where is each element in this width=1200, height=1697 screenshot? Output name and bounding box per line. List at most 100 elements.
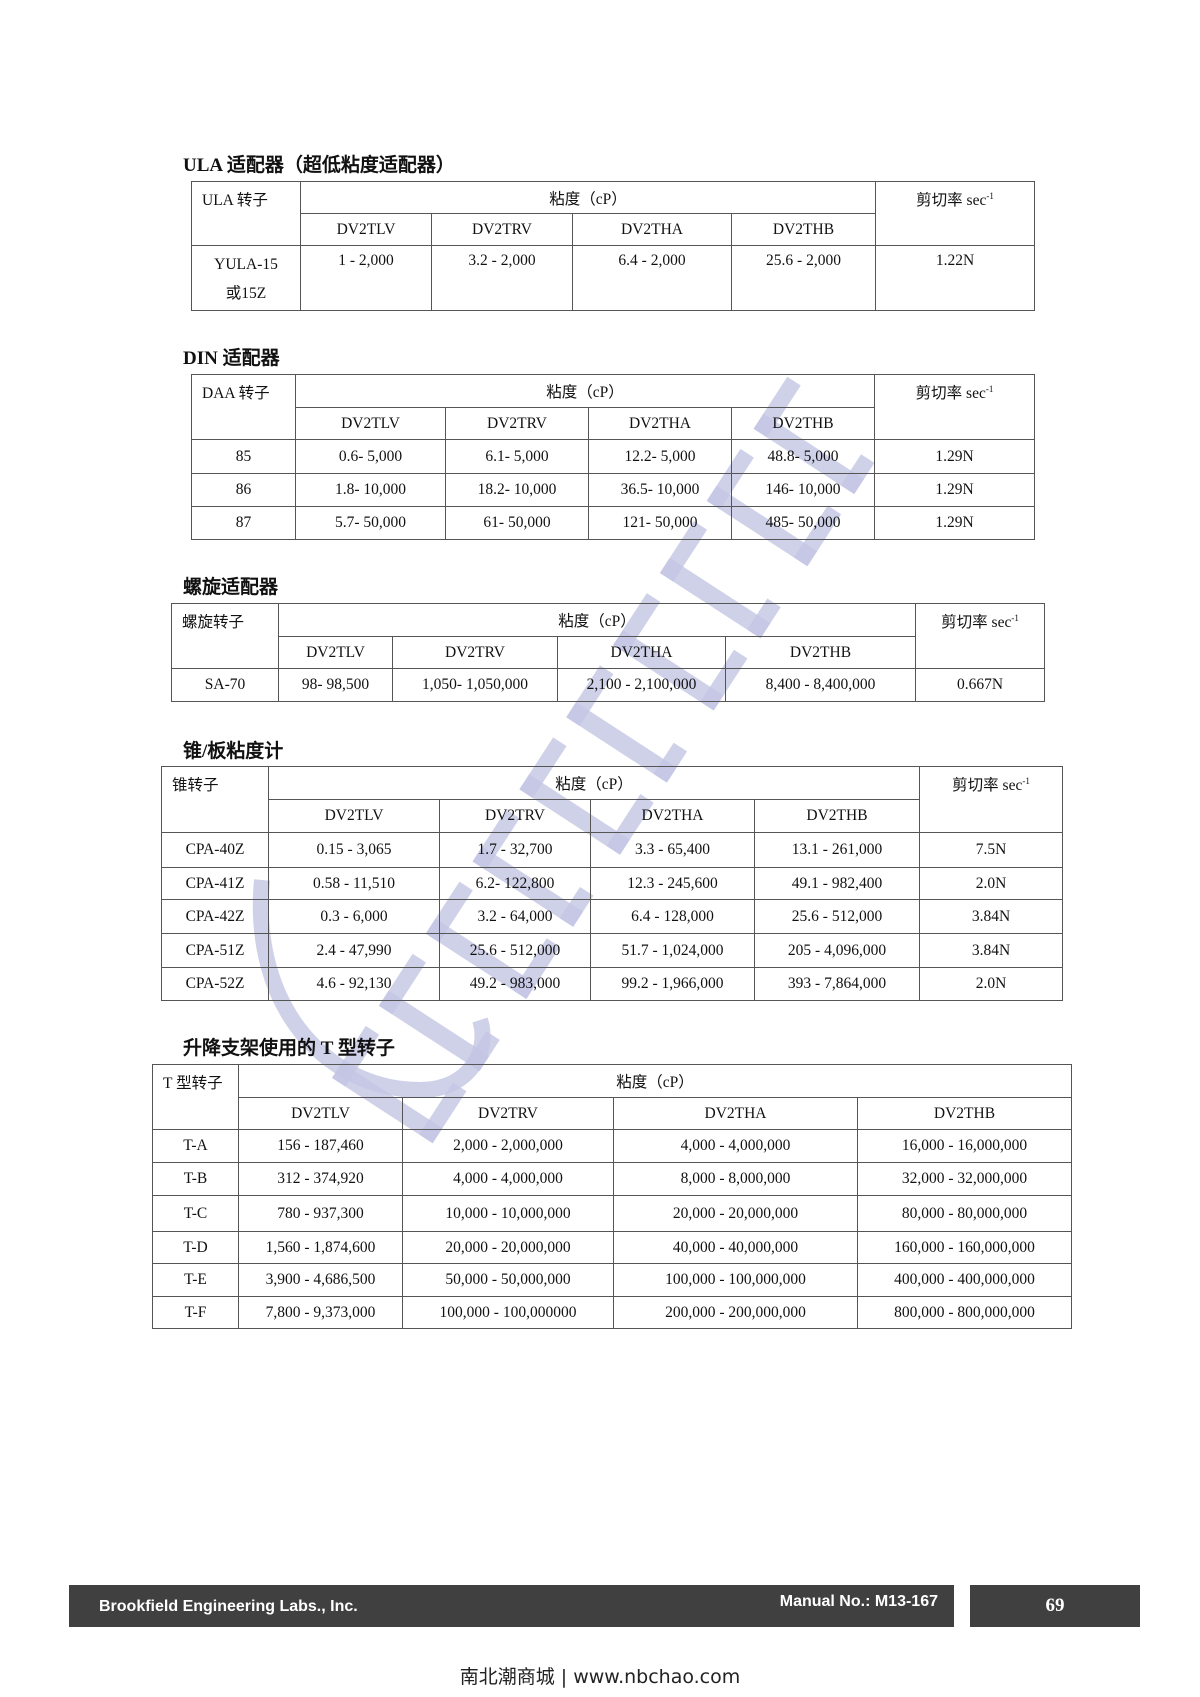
- rotor-column-header: ULA 转子: [191, 181, 301, 246]
- viscosity-range-cell: 485- 50,000: [731, 506, 875, 540]
- viscosity-range-cell: 3.2 - 64,000: [439, 899, 591, 934]
- rotor-cell: T-C: [152, 1195, 239, 1232]
- rotor-cell: T-E: [152, 1263, 239, 1297]
- viscosity-header: 粘度（cP）: [238, 1064, 1072, 1098]
- table-cone-plate: 锥转子 粘度（cP） 剪切率 sec-1 DV2TLV DV2TRV DV2THA DV2T…: [161, 766, 1063, 1001]
- viscosity-range-cell: 12.3 - 245,600: [590, 867, 755, 900]
- rotor-cell: CPA-42Z: [161, 899, 269, 934]
- viscosity-range-cell: 1,050- 1,050,000: [392, 668, 558, 702]
- table-row: T-F 7,800 - 9,373,000 100,000 - 100,000000…: [152, 1296, 1072, 1329]
- table-row: T-E 3,900 - 4,686,500 50,000 - 50,000,000 1…: [152, 1263, 1072, 1297]
- model-header: DV2TRV: [431, 213, 573, 246]
- rotor-cell: SA-70: [171, 668, 279, 702]
- model-header: DV2TRV: [445, 407, 589, 440]
- viscosity-range-cell: 3.2 - 2,000: [431, 245, 573, 311]
- model-header: DV2TLV: [278, 636, 393, 669]
- viscosity-range-cell: 0.15 - 3,065: [268, 832, 440, 868]
- viscosity-range-cell: 100,000 - 100,000,000: [613, 1263, 858, 1297]
- model-header: DV2TLV: [295, 407, 446, 440]
- viscosity-range-cell: 1.8- 10,000: [295, 473, 446, 507]
- viscosity-range-cell: 1,560 - 1,874,600: [238, 1231, 403, 1264]
- shear-rate-cell: 0.667N: [915, 668, 1045, 702]
- viscosity-range-cell: 1 - 2,000: [300, 245, 432, 311]
- viscosity-range-cell: 780 - 937,300: [238, 1195, 403, 1232]
- model-header: DV2TLV: [238, 1097, 403, 1130]
- shear-rate-exponent: -1: [986, 190, 994, 201]
- viscosity-range-cell: 4,000 - 4,000,000: [613, 1129, 858, 1163]
- rotor-cell: T-F: [152, 1296, 239, 1329]
- viscosity-range-cell: 0.58 - 11,510: [268, 867, 440, 900]
- viscosity-range-cell: 2,100 - 2,100,000: [557, 668, 726, 702]
- model-header: DV2TLV: [300, 213, 432, 246]
- viscosity-range-cell: 121- 50,000: [588, 506, 732, 540]
- viscosity-range-cell: 0.3 - 6,000: [268, 899, 440, 934]
- site-watermark: 南北潮商城 | www.nbchao.com: [459, 1666, 741, 1688]
- rotor-cell: CPA-51Z: [161, 933, 269, 968]
- viscosity-range-cell: 160,000 - 160,000,000: [857, 1231, 1072, 1264]
- table-din: DAA 转子 粘度（cP） 剪切率 sec-1 DV2TLV DV2TRV DV2THA D…: [191, 374, 1035, 540]
- viscosity-header: 粘度（cP）: [295, 374, 875, 408]
- viscosity-range-cell: 8,000 - 8,000,000: [613, 1162, 858, 1196]
- shear-rate-header: 剪切率 sec-1: [919, 766, 1063, 833]
- section-title-t-spindle: 升降支架使用的 T 型转子: [183, 1038, 395, 1059]
- viscosity-range-cell: 2.4 - 47,990: [268, 933, 440, 968]
- model-header: DV2THA: [613, 1097, 858, 1130]
- viscosity-range-cell: 393 - 7,864,000: [754, 967, 920, 1001]
- shear-rate-exponent: -1: [1022, 775, 1030, 786]
- viscosity-range-cell: 3.3 - 65,400: [590, 832, 755, 868]
- viscosity-range-cell: 49.2 - 983,000: [439, 967, 591, 1001]
- model-header-row: DV2TLV DV2TRV DV2THA DV2THB: [153, 1097, 1072, 1130]
- viscosity-range-cell: 99.2 - 1,966,000: [590, 967, 755, 1001]
- table-row: T-D 1,560 - 1,874,600 20,000 - 20,000,000 4…: [152, 1231, 1072, 1264]
- shear-rate-cell: 2.0N: [919, 967, 1063, 1001]
- viscosity-range-cell: 25.6 - 512,000: [754, 899, 920, 934]
- viscosity-range-cell: 5.7- 50,000: [295, 506, 446, 540]
- viscosity-range-cell: 4,000 - 4,000,000: [402, 1162, 614, 1196]
- viscosity-range-cell: 312 - 374,920: [238, 1162, 403, 1196]
- viscosity-range-cell: 100,000 - 100,000000: [402, 1296, 614, 1329]
- rotor-cell: CPA-52Z: [161, 967, 269, 1001]
- viscosity-range-cell: 50,000 - 50,000,000: [402, 1263, 614, 1297]
- shear-rate-cell: 1.29N: [874, 439, 1035, 474]
- table-row: CPA-51Z 2.4 - 47,990 25.6 - 512,000 51.7 - …: [161, 933, 1063, 968]
- shear-rate-label: 剪切率 sec: [941, 614, 1012, 631]
- footer-company: Brookfield Engineering Labs., Inc.: [99, 1598, 358, 1615]
- viscosity-header: 粘度（cP）: [278, 603, 916, 637]
- viscosity-range-cell: 25.6 - 512,000: [439, 933, 591, 968]
- viscosity-range-cell: 32,000 - 32,000,000: [857, 1162, 1072, 1196]
- table-row: 87 5.7- 50,000 61- 50,000 121- 50,000 485- 5…: [191, 506, 1035, 540]
- footer-bar: Brookfield Engineering Labs., Inc. Manua…: [69, 1585, 954, 1627]
- viscosity-range-cell: 51.7 - 1,024,000: [590, 933, 755, 968]
- model-header: DV2TLV: [268, 799, 440, 833]
- shear-rate-cell: 3.84N: [919, 899, 1063, 934]
- shear-rate-cell: 7.5N: [919, 832, 1063, 868]
- rotor-column-header: 螺旋转子: [171, 603, 279, 669]
- model-header: DV2THB: [857, 1097, 1072, 1130]
- model-header: DV2THA: [557, 636, 726, 669]
- viscosity-range-cell: 0.6- 5,000: [295, 439, 446, 474]
- viscosity-range-cell: 6.1- 5,000: [445, 439, 589, 474]
- shear-rate-label: 剪切率 sec: [952, 777, 1023, 794]
- table-row: CPA-52Z 4.6 - 92,130 49.2 - 983,000 99.2 - …: [161, 967, 1063, 1001]
- shear-rate-cell: 1.29N: [874, 506, 1035, 540]
- header-row: ULA 转子 粘度（cP） 剪切率 sec-1: [191, 181, 1035, 246]
- table-row: CPA-41Z 0.58 - 11,510 6.2- 122,800 12.3 - 2…: [161, 867, 1063, 900]
- viscosity-range-cell: 16,000 - 16,000,000: [857, 1129, 1072, 1163]
- table-row: CPA-42Z 0.3 - 6,000 3.2 - 64,000 6.4 - 128,…: [161, 899, 1063, 934]
- table-row: T-A 156 - 187,460 2,000 - 2,000,000 4,000 -…: [152, 1129, 1072, 1163]
- viscosity-range-cell: 6.4 - 128,000: [590, 899, 755, 934]
- shear-rate-header: 剪切率 sec-1: [875, 181, 1035, 246]
- rotor-cell: T-D: [152, 1231, 239, 1264]
- model-header: DV2THA: [590, 799, 755, 833]
- page-number: 69: [970, 1585, 1140, 1627]
- table-row: T-B 312 - 374,920 4,000 - 4,000,000 8,000 -…: [152, 1162, 1072, 1196]
- table-row: SA-70 98- 98,500 1,050- 1,050,000 2,100 - 2…: [171, 668, 1045, 702]
- viscosity-range-cell: 4.6 - 92,130: [268, 967, 440, 1001]
- section-title-ula: ULA 适配器（超低粘度适配器）: [183, 155, 455, 176]
- model-header-row: DV2TLV DV2TRV DV2THA DV2THB: [192, 213, 1035, 246]
- table-t-spindle: T 型转子 粘度（cP） DV2TLV DV2TRV DV2THA DV2THB T-A 15…: [152, 1064, 1072, 1329]
- shear-rate-cell: 1.29N: [874, 473, 1035, 507]
- header-row: 锥转子 粘度（cP） 剪切率 sec-1: [161, 766, 1063, 833]
- viscosity-range-cell: 6.2- 122,800: [439, 867, 591, 900]
- viscosity-range-cell: 1.7 - 32,700: [439, 832, 591, 868]
